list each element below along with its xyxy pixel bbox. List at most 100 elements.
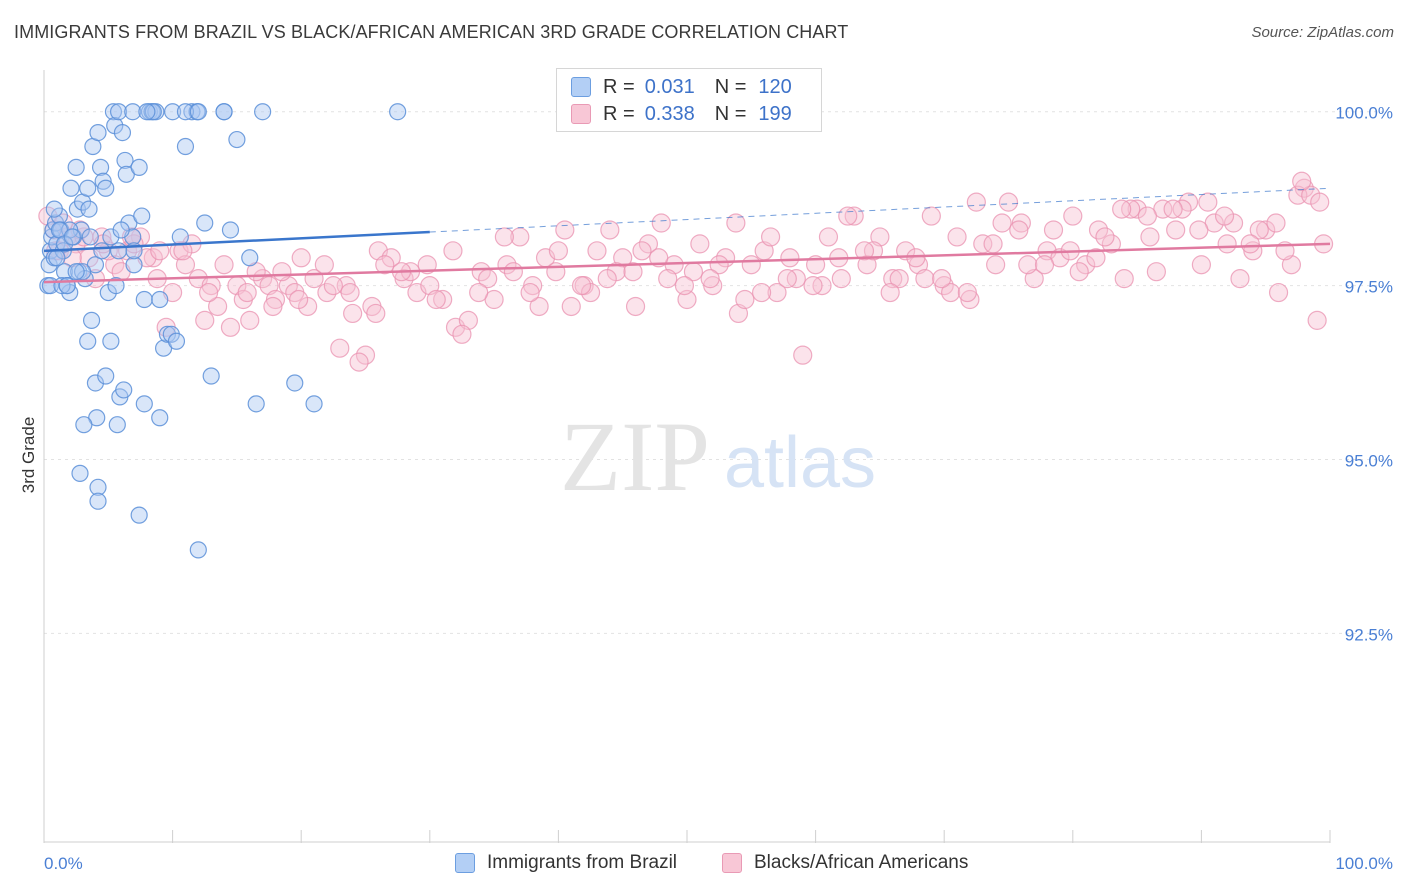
point-blacks [674, 276, 695, 296]
point-blacks [571, 276, 592, 296]
legend-n-value: 120 [758, 75, 792, 98]
point-blacks [458, 310, 478, 330]
point-blacks [1166, 220, 1186, 240]
point-blacks [1310, 192, 1330, 212]
axes [43, 70, 1331, 843]
point-blacks [503, 262, 523, 282]
point-brazil [130, 158, 148, 176]
point-blacks [1043, 220, 1064, 240]
point-brazil [79, 332, 97, 350]
point-blacks [1069, 262, 1089, 282]
point-blacks [658, 269, 678, 289]
point-blacks [751, 282, 772, 303]
source-label: Source: ZipAtlas.com [1251, 24, 1394, 41]
point-brazil [221, 221, 240, 239]
point-blacks [240, 310, 260, 330]
point-brazil [107, 277, 125, 295]
legend-n-label: N = [714, 102, 747, 125]
point-blacks [1140, 227, 1160, 247]
point-blacks [651, 213, 671, 233]
point-blacks [443, 241, 463, 261]
bottom-legend-label-brazil: Immigrants from Brazil [487, 852, 678, 873]
point-brazil [62, 179, 80, 197]
point-blacks [1189, 220, 1209, 240]
point-blacks [1114, 269, 1134, 289]
bottom-legend-swatch-blue [455, 853, 475, 873]
point-brazil [241, 249, 259, 267]
series-brazil-points [39, 103, 407, 559]
trend-lines [43, 187, 1331, 284]
point-brazil [189, 103, 207, 121]
point-blacks [1191, 255, 1212, 275]
point-blacks [208, 296, 228, 317]
legend-n-label: N = [714, 75, 747, 98]
point-blacks [433, 289, 453, 310]
point-blacks [760, 227, 781, 247]
point-brazil [254, 103, 272, 121]
point-brazil [102, 332, 120, 350]
point-blacks [992, 213, 1012, 233]
point-blacks [1307, 310, 1327, 330]
point-brazil [144, 103, 162, 121]
point-brazil [97, 179, 115, 197]
tick-labels: 100.0% 97.5% 95.0% 92.5% 0.0% 100.0% [44, 104, 1393, 873]
point-blacks [1214, 206, 1235, 226]
point-blacks [735, 289, 755, 310]
point-brazil [158, 325, 177, 343]
point-brazil [202, 367, 220, 385]
point-brazil [151, 290, 169, 309]
point-blacks [199, 282, 219, 303]
point-blacks [375, 255, 395, 275]
series-blacks-points [38, 171, 1334, 372]
point-brazil [91, 158, 110, 176]
point-blacks [803, 276, 823, 296]
point-brazil [305, 395, 323, 413]
point-blacks [469, 282, 489, 303]
point-blacks [452, 324, 472, 344]
bottom-legend-brazil[interactable]: Immigrants from Brazil [455, 852, 677, 874]
point-blacks [263, 296, 283, 317]
point-blacks [1281, 255, 1302, 275]
point-blacks [323, 276, 343, 296]
point-blacks [915, 269, 935, 289]
bottom-legend-blacks[interactable]: Blacks/African Americans [722, 852, 968, 874]
point-blacks [175, 255, 196, 275]
watermark-atlas: atlas [724, 423, 876, 503]
point-blacks [649, 248, 669, 268]
point-blacks [973, 234, 993, 254]
point-blacks [983, 234, 1003, 254]
x-tick-label-min: 0.0% [44, 854, 83, 873]
point-brazil [228, 130, 246, 149]
point-blacks [1086, 248, 1106, 268]
point-blacks [426, 289, 446, 310]
legend-r-value: 0.338 [644, 102, 695, 125]
legend-swatch-pink [571, 104, 591, 124]
bottom-legend-swatch-pink [722, 853, 742, 873]
point-brazil [164, 103, 182, 121]
point-blacks [1018, 255, 1038, 275]
trend-blacks [43, 242, 1331, 284]
point-blacks [349, 352, 369, 372]
point-blacks [1009, 220, 1029, 240]
point-blacks [726, 213, 746, 233]
bottom-legend: Immigrants from Brazil Blacks/African Am… [0, 852, 1406, 878]
point-blacks [1249, 220, 1269, 240]
point-brazil [135, 395, 153, 413]
point-blacks [546, 262, 566, 282]
point-blacks [700, 269, 720, 289]
point-brazil [115, 381, 133, 399]
point-brazil [71, 464, 89, 482]
point-blacks [1127, 199, 1147, 219]
point-blacks [214, 255, 234, 275]
point-blacks [854, 241, 875, 261]
point-brazil [286, 374, 304, 392]
point-blacks [1095, 227, 1115, 247]
point-blacks [561, 296, 581, 317]
grid-lines [44, 111, 1395, 634]
point-blacks [966, 192, 986, 212]
point-blacks [340, 282, 360, 303]
point-blacks [597, 269, 617, 289]
point-blacks [237, 282, 257, 303]
point-blacks [520, 282, 540, 303]
point-blacks [709, 255, 729, 275]
